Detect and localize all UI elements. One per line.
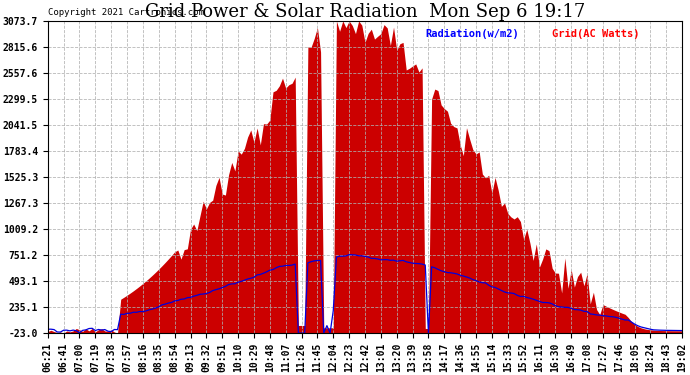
Text: Grid(AC Watts): Grid(AC Watts) — [552, 29, 640, 39]
Text: Radiation(w/m2): Radiation(w/m2) — [425, 29, 519, 39]
Text: Copyright 2021 Cartronics.com: Copyright 2021 Cartronics.com — [48, 8, 204, 17]
Title: Grid Power & Solar Radiation  Mon Sep 6 19:17: Grid Power & Solar Radiation Mon Sep 6 1… — [145, 3, 585, 21]
